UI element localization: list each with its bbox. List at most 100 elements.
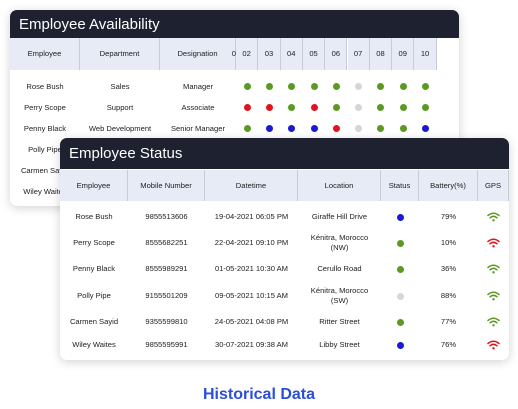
status-dot: [377, 104, 385, 111]
day-cell: [414, 76, 436, 97]
table-cell: 01-05-2021 10:30 AM: [214, 264, 289, 274]
day-cell: [348, 76, 370, 97]
day-cell: [258, 76, 280, 97]
day-cell: [414, 97, 436, 118]
card-title: Employee Status: [60, 138, 509, 169]
column-header: Department: [80, 38, 160, 70]
status-dot: [396, 318, 404, 326]
status-dot: [355, 104, 363, 111]
column-header: Battery(%): [419, 170, 478, 201]
column-header: 09: [392, 38, 415, 70]
status-dot: [396, 239, 404, 247]
card-title: Employee Availability: [10, 10, 459, 38]
table-cell: 19-04-2021 06:05 PM: [214, 212, 289, 222]
column-header: Datetime: [205, 170, 298, 201]
gps-icon: [487, 291, 500, 301]
table-cell: 9855513606: [145, 212, 188, 222]
column-header: Mobile Number: [128, 170, 205, 201]
status-dot: [355, 125, 363, 132]
day-cell: [414, 118, 436, 139]
table-cell: Sales: [110, 81, 130, 91]
day-cell: [392, 76, 414, 97]
column-header: 05: [302, 38, 326, 70]
column-header: Employee: [60, 170, 128, 201]
table-cell: Support: [106, 102, 134, 112]
gps-cell: [478, 334, 509, 356]
status-dot: [422, 125, 430, 132]
column-header: GPS: [478, 170, 509, 201]
day-cell: [281, 76, 303, 97]
table-cell: 22-04-2021 09:10 PM: [214, 238, 289, 248]
status-dot: [243, 104, 251, 111]
table-cell: 76%: [440, 340, 457, 350]
gps-cell: [478, 204, 509, 230]
table-cell: Ritter Street: [319, 317, 360, 327]
table-cell: Manager: [183, 81, 213, 91]
status-dot: [399, 125, 407, 132]
gps-cell: [478, 230, 509, 256]
status-dot: [288, 104, 296, 111]
column-header: 06: [325, 38, 348, 70]
day-cell: [370, 118, 392, 139]
status-cell: [381, 334, 419, 356]
day-cell: [303, 97, 325, 118]
table-cell: Rose Bush: [75, 212, 113, 222]
gps-icon: [487, 317, 500, 327]
status-dot: [332, 125, 340, 132]
gps-cell: [478, 283, 509, 309]
table-cell: Giraffe Hill Drive: [311, 212, 368, 222]
table-cell: Web Development: [88, 123, 152, 133]
gps-cell: [478, 310, 509, 334]
table-cell: Kénitra, Morocco (SW): [310, 286, 369, 305]
table-cell: Associate: [181, 102, 215, 112]
column-header: 02: [236, 38, 259, 70]
day-cell: [236, 118, 258, 139]
day-cell: [348, 97, 370, 118]
table-cell: Penny Black: [23, 123, 67, 133]
status-dot: [265, 104, 273, 111]
status-dot: [310, 104, 318, 111]
table-cell: Polly Pipe: [28, 144, 62, 154]
table-cell: Polly Pipe: [77, 291, 111, 301]
day-cell: [303, 76, 325, 97]
column-header: Employee: [10, 38, 80, 70]
day-cell: [236, 97, 258, 118]
status-dot: [243, 125, 251, 132]
status-cell: [381, 230, 419, 256]
table-cell: Carmen Sayid: [20, 165, 70, 175]
table-cell: Wiley Waites: [72, 340, 116, 350]
status-dot: [399, 83, 407, 90]
status-dot: [377, 125, 385, 132]
day-cell: [281, 118, 303, 139]
column-header: 08: [369, 38, 393, 70]
status-dot: [288, 83, 296, 90]
day-cell: [348, 118, 370, 139]
day-cell: [303, 118, 325, 139]
table-cell: 77%: [440, 317, 457, 327]
status-dot: [396, 292, 404, 300]
status-dot: [396, 341, 404, 349]
day-cell: [370, 97, 392, 118]
status-cell: [381, 256, 419, 282]
table-cell: Cerullo Road: [317, 264, 362, 274]
status-dot: [310, 125, 318, 132]
table-cell: Kénitra, Morocco (NW): [310, 233, 369, 252]
gps-icon: [487, 212, 500, 222]
day-cell: [236, 76, 258, 97]
table-cell: 8555682251: [145, 238, 188, 248]
footer-caption: Historical Data: [202, 386, 316, 403]
day-cell: [392, 118, 414, 139]
status-dot: [396, 265, 404, 273]
column-header: 10: [414, 38, 437, 70]
day-cell: [281, 97, 303, 118]
column-header: 04: [280, 38, 303, 70]
table-cell: Wiley Waites: [23, 186, 67, 196]
status-cell: [381, 204, 419, 230]
status-dot: [310, 83, 318, 90]
column-header: Location: [298, 170, 381, 201]
gps-cell: [478, 256, 509, 282]
status-dot: [265, 125, 273, 132]
status-dot: [399, 104, 407, 111]
table-cell: 30-07-2021 09:38 AM: [214, 340, 289, 350]
